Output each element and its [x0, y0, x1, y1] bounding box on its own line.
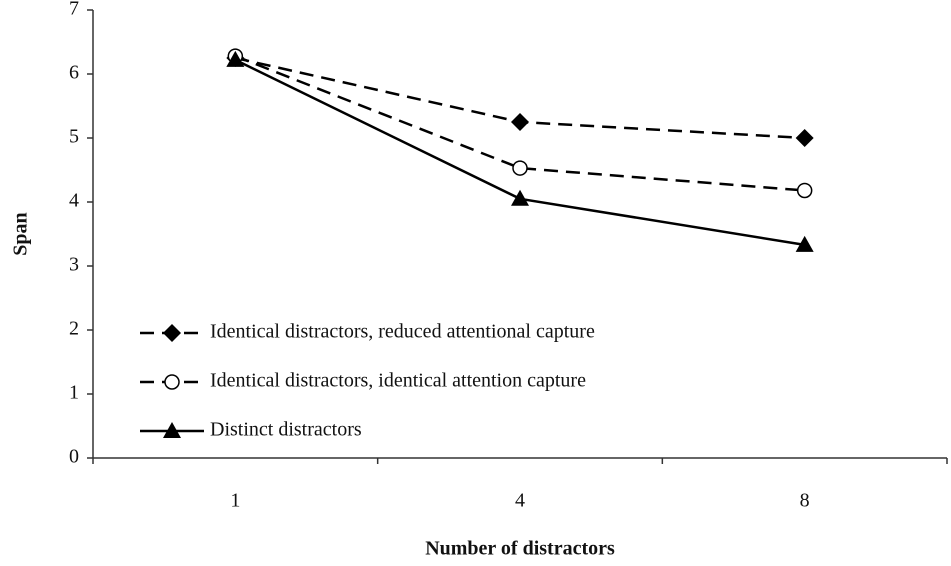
y-tick-label: 3	[69, 254, 79, 276]
marker	[163, 324, 181, 342]
x-tick-label: 1	[230, 490, 240, 512]
y-tick-label: 5	[69, 126, 79, 148]
marker	[795, 129, 814, 147]
y-tick-label: 7	[69, 0, 79, 20]
y-axis-title: Span	[10, 212, 32, 255]
y-tick-label: 0	[69, 446, 79, 468]
legend-label: Distinct distractors	[210, 419, 362, 441]
x-axis-title: Number of distractors	[425, 538, 615, 560]
y-tick-label: 4	[69, 190, 79, 212]
series-line	[234, 58, 805, 247]
x-tick-label: 4	[515, 490, 525, 512]
marker	[164, 374, 180, 390]
marker	[512, 160, 528, 176]
marker	[511, 189, 529, 206]
y-tick-label: 2	[69, 318, 79, 340]
marker	[795, 235, 814, 252]
marker	[511, 113, 529, 131]
marker	[163, 422, 181, 438]
legend-label: Identical distractors, identical attenti…	[210, 370, 586, 392]
y-tick-label: 1	[69, 382, 79, 404]
legend-label: Identical distractors, reduced attention…	[210, 321, 595, 343]
x-tick-label: 8	[800, 490, 810, 512]
y-tick-label: 6	[69, 62, 79, 84]
marker	[226, 50, 245, 67]
marker	[796, 182, 813, 199]
series-line	[234, 54, 805, 192]
